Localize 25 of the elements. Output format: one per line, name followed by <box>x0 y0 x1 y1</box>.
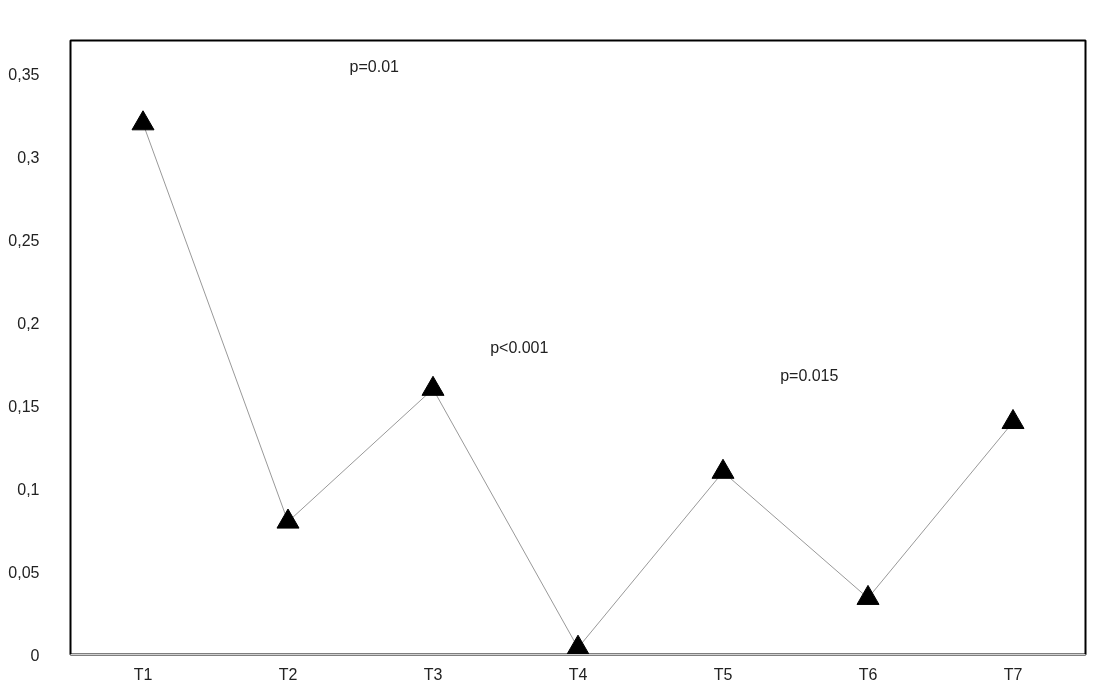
point <box>566 634 590 655</box>
point <box>276 508 300 529</box>
y-tick-label: 0,35 <box>8 65 40 83</box>
y-tick-label: 0,05 <box>8 563 40 581</box>
y-tick-label: 0,2 <box>17 314 40 332</box>
x-tick-label: T3 <box>423 665 443 683</box>
y-tick-label: 0,15 <box>8 397 40 415</box>
x-tick-label: T2 <box>278 665 298 683</box>
y-tick-label: 0,25 <box>8 231 40 249</box>
point <box>421 375 445 396</box>
x-tick-label: T4 <box>568 665 588 683</box>
annotation: p=0.015 <box>780 367 839 385</box>
point <box>711 458 735 479</box>
annotation: p<0.001 <box>490 338 549 356</box>
x-tick-label: T7 <box>1003 665 1023 683</box>
x-tick-label: T5 <box>713 665 733 683</box>
point <box>856 584 880 605</box>
x-tick-label: T6 <box>858 665 878 683</box>
point <box>131 110 155 131</box>
y-tick-label: 0 <box>30 646 40 664</box>
annotation: p=0.01 <box>349 58 400 76</box>
y-tick-label: 0,1 <box>17 480 40 498</box>
point <box>1001 408 1025 430</box>
y-tick-label: 0,3 <box>17 148 40 166</box>
x-tick-label: T1 <box>133 665 153 683</box>
